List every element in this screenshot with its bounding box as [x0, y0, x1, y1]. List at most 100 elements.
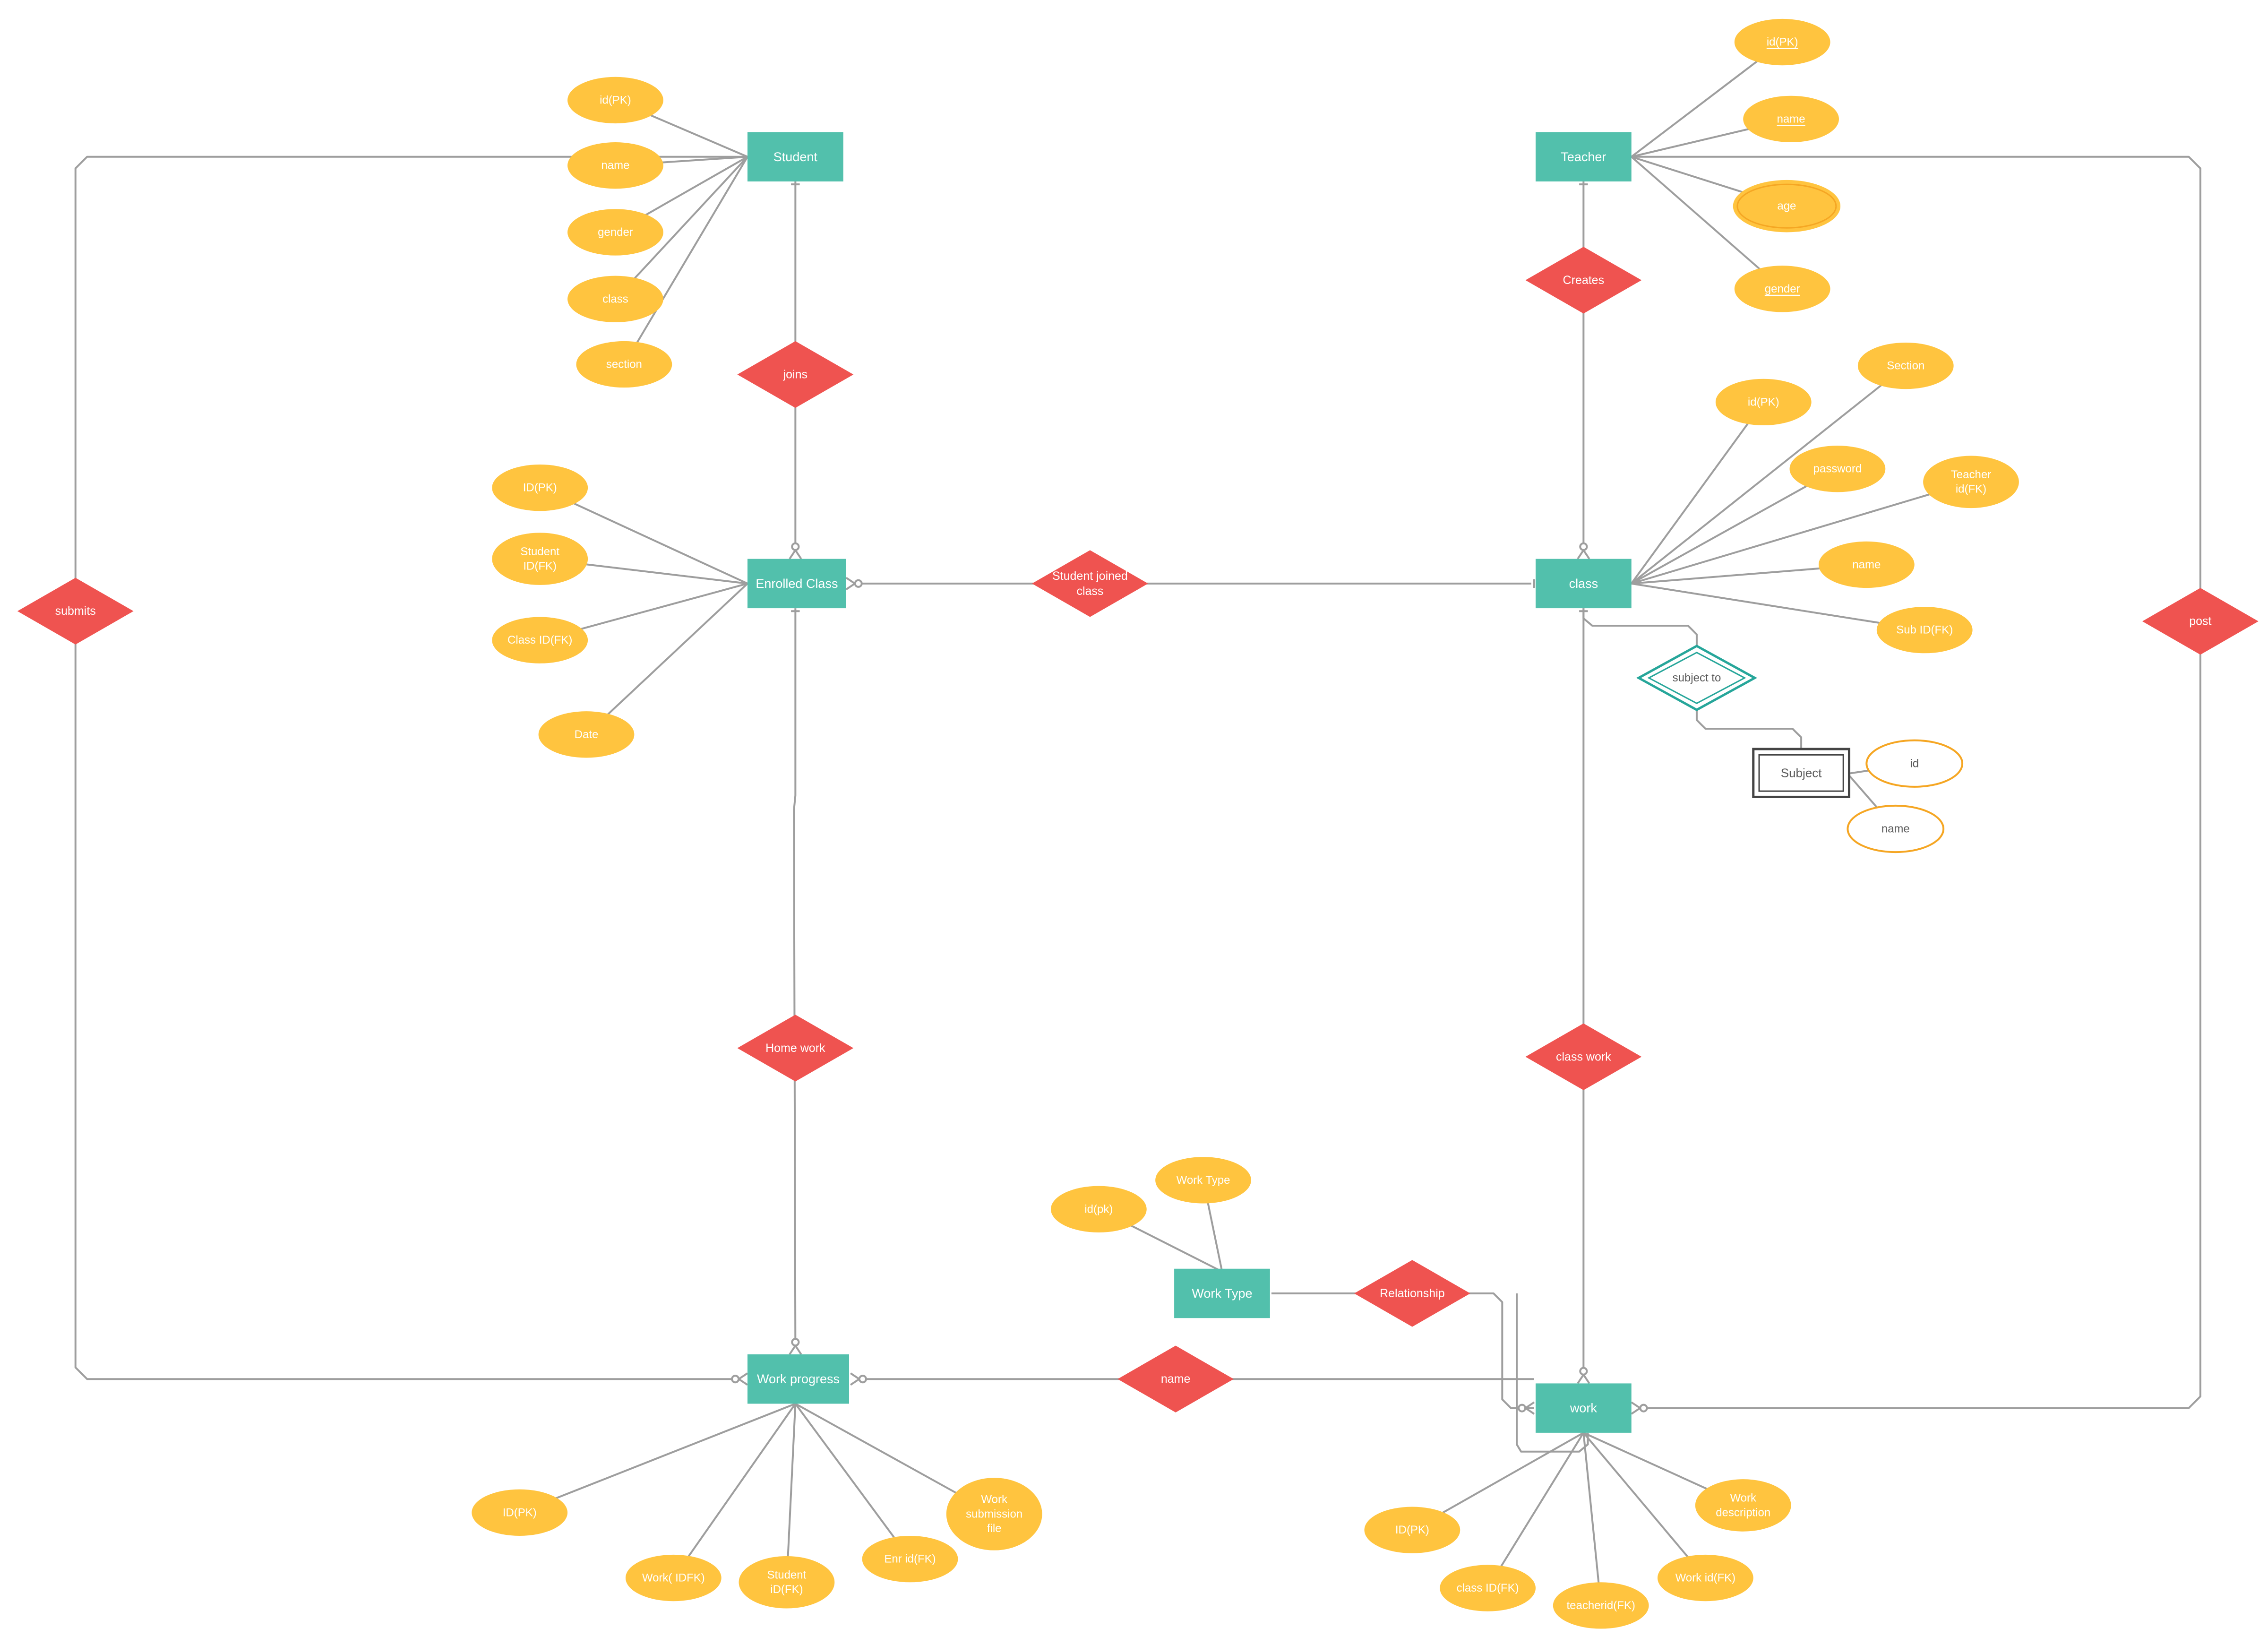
entity-teacher[interactable]: [1535, 132, 1632, 181]
attr-workprogress-enr-id[interactable]: [862, 1535, 958, 1583]
entity-subject[interactable]: [1752, 748, 1850, 798]
attr-class-password[interactable]: [1789, 446, 1886, 492]
attr-teacher-name[interactable]: [1743, 95, 1839, 143]
attr-class-id-label: id(PK): [1748, 396, 1779, 408]
class-attr-line-6: [1631, 582, 1925, 631]
attr-student-section-label: section: [606, 358, 642, 371]
rel-relationship-label: Relationship: [1380, 1287, 1445, 1300]
rel-creates-label: Creates: [1563, 274, 1605, 287]
entity-work-type[interactable]: [1174, 1268, 1270, 1318]
attr-student-section[interactable]: [576, 341, 672, 388]
entity-work-label: work: [1570, 1401, 1598, 1415]
attr-class-name-label: name: [1852, 558, 1881, 571]
attr-work-id-label: ID(PK): [1395, 1524, 1429, 1536]
attr-work-work-id-label: Work id(FK): [1675, 1572, 1736, 1585]
attr-workprogress-student-id[interactable]: [739, 1556, 835, 1609]
attr-work-teacher-id[interactable]: [1553, 1582, 1649, 1629]
attr-enrolled-class-id[interactable]: [492, 617, 588, 663]
rel-joins-label: joins: [783, 368, 808, 381]
cardinality-work-left: [1518, 1401, 1535, 1415]
rel-creates[interactable]: [1525, 247, 1642, 314]
rel-home-work[interactable]: [737, 1015, 854, 1082]
attr-subject-name[interactable]: [1847, 804, 1945, 853]
attr-student-gender[interactable]: [567, 209, 663, 256]
attr-student-id[interactable]: [567, 77, 663, 124]
attr-enrolled-class-id-label: Class ID(FK): [507, 634, 572, 646]
cardinality-work-right: [1631, 1401, 1648, 1415]
rel-joins[interactable]: [737, 341, 854, 408]
attr-enrolled-date[interactable]: [538, 711, 635, 758]
entity-work-progress[interactable]: [747, 1354, 850, 1404]
attr-class-name[interactable]: [1818, 541, 1915, 588]
rel-post[interactable]: [2142, 588, 2259, 655]
enrolled-homework-workprogress-line: [793, 608, 797, 1347]
rel-student-joined-class-label-line-2: class: [1076, 585, 1103, 598]
student-attr-line-5: [623, 156, 748, 365]
attr-class-password-label: password: [1813, 463, 1862, 475]
rel-relationship[interactable]: [1354, 1260, 1470, 1327]
attr-workprogress-work-id[interactable]: [625, 1554, 722, 1602]
entity-work-type-label: Work Type: [1192, 1286, 1252, 1300]
attr-worktype-id[interactable]: [1050, 1186, 1147, 1232]
workprogress-attr-line-1: [519, 1403, 796, 1514]
attr-worktype-id-label: id(pk): [1084, 1203, 1113, 1215]
attr-work-description[interactable]: [1695, 1479, 1791, 1532]
attr-workprogress-student-id-label-line-2: iD(FK): [770, 1583, 803, 1596]
entity-enrolled-class[interactable]: [747, 559, 846, 609]
attr-class-sub-id[interactable]: [1876, 607, 1973, 654]
entity-class-label: class: [1569, 577, 1598, 591]
attr-work-work-id[interactable]: [1657, 1554, 1753, 1602]
attr-student-name[interactable]: [567, 142, 663, 189]
attr-teacher-age[interactable]: [1733, 180, 1841, 233]
attr-workprogress-submission-file-label-line-3: file: [987, 1522, 1002, 1535]
work-attr-line-3: [1582, 1432, 1602, 1606]
attr-teacher-name-label: name: [1777, 112, 1805, 125]
work-attr-line-2: [1486, 1432, 1585, 1589]
attr-worktype-worktype[interactable]: [1155, 1157, 1251, 1204]
attr-student-class[interactable]: [567, 276, 663, 322]
attr-teacher-gender-label: gender: [1765, 283, 1800, 295]
rel-submits[interactable]: [17, 577, 134, 645]
attr-class-teacher-id[interactable]: [1923, 456, 2019, 508]
cardinality-enrolled-top: [789, 542, 802, 560]
attr-work-class-id-label: class ID(FK): [1457, 1582, 1519, 1594]
attr-workprogress-enr-id-label: Enr id(FK): [884, 1553, 936, 1566]
attr-class-teacher-id-label-line-1: Teacher: [1951, 468, 1991, 481]
attr-workprogress-submission-file[interactable]: [946, 1478, 1042, 1550]
rel-subject-to[interactable]: [1636, 645, 1757, 711]
attr-class-sub-id-label: Sub ID(FK): [1896, 624, 1953, 637]
attr-work-description-label-line-2: description: [1716, 1506, 1770, 1519]
class-subjectto-line: [1582, 608, 1698, 646]
attr-class-id[interactable]: [1715, 379, 1812, 426]
rel-subject-to-label: subject to: [1673, 672, 1721, 684]
entity-enrolled-class-label: Enrolled Class: [756, 577, 838, 591]
attr-work-class-id[interactable]: [1440, 1565, 1536, 1611]
rel-student-joined-class[interactable]: [1032, 550, 1148, 617]
student-submits-workprogress-line: [74, 155, 747, 1380]
attr-teacher-age-label: age: [1777, 200, 1796, 213]
attr-workprogress-id[interactable]: [472, 1489, 568, 1536]
attr-class-section[interactable]: [1857, 342, 1954, 389]
attr-teacher-gender[interactable]: [1734, 266, 1830, 312]
entity-work[interactable]: [1535, 1383, 1632, 1433]
rel-class-work[interactable]: [1525, 1023, 1642, 1090]
entity-teacher-label: Teacher: [1561, 150, 1606, 164]
rel-name-label: name: [1161, 1372, 1191, 1386]
class-attr-line-3: [1631, 468, 1838, 585]
entity-class[interactable]: [1535, 559, 1632, 609]
rel-submits-label: submits: [55, 604, 96, 618]
attr-enrolled-id[interactable]: [492, 464, 588, 511]
attr-work-id[interactable]: [1364, 1507, 1460, 1553]
attr-class-teacher-id-label-line-2: id(FK): [1956, 483, 1986, 496]
attr-subject-id[interactable]: [1865, 739, 1964, 788]
attr-teacher-id[interactable]: [1734, 18, 1830, 66]
attr-workprogress-id-label: ID(PK): [503, 1506, 537, 1519]
entity-student[interactable]: [747, 132, 843, 181]
cardinality-enrolled-right: [845, 577, 863, 590]
attr-workprogress-student-id-label-line-1: Student: [767, 1568, 807, 1581]
attr-enrolled-student-id[interactable]: [492, 533, 588, 585]
subjectto-subject-line: [1695, 708, 1803, 749]
workprogress-attr-line-3: [785, 1404, 797, 1583]
rel-name[interactable]: [1117, 1345, 1234, 1412]
